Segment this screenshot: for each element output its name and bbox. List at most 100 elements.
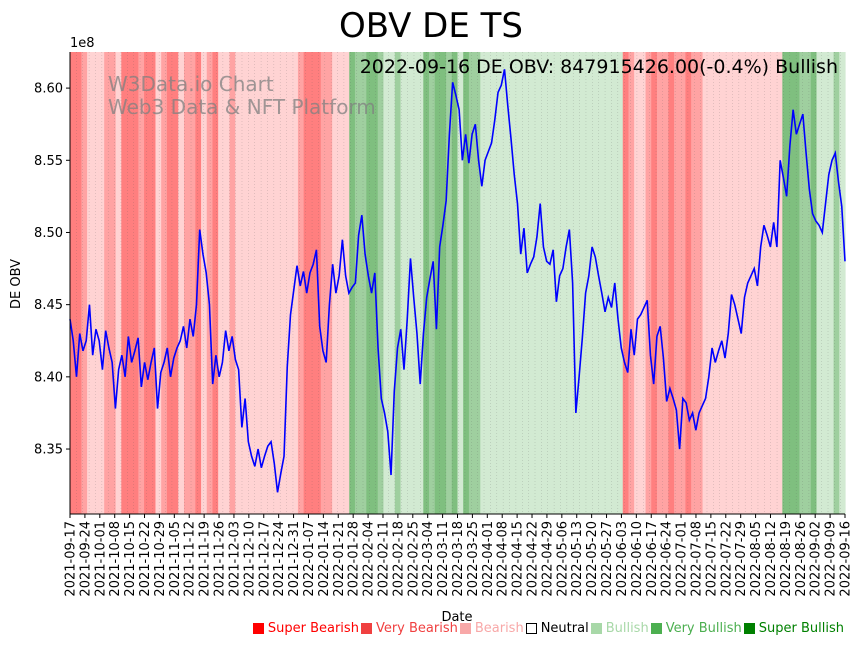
sentiment-band bbox=[645, 52, 652, 514]
sentiment-band bbox=[98, 52, 105, 514]
legend-swatch bbox=[743, 623, 755, 634]
sentiment-band bbox=[332, 52, 350, 514]
legend-label: Super Bearish bbox=[267, 621, 359, 636]
sentiment-band bbox=[320, 52, 333, 514]
x-tick-label: 2022-04-29 bbox=[540, 521, 555, 597]
x-tick-label: 2022-04-08 bbox=[496, 521, 511, 597]
sentiment-band bbox=[183, 52, 196, 514]
x-tick-label: 2022-05-20 bbox=[585, 521, 600, 597]
sentiment-band bbox=[161, 52, 168, 514]
x-tick-label: 2021-10-29 bbox=[153, 521, 168, 597]
x-tick-label: 2022-07-29 bbox=[734, 521, 749, 597]
x-tick-label: 2021-12-10 bbox=[242, 521, 257, 597]
y-tick-label: 8.40 bbox=[34, 370, 63, 385]
sentiment-band bbox=[366, 52, 379, 514]
sentiment-band bbox=[651, 52, 658, 514]
sentiment-band bbox=[525, 52, 624, 514]
sentiment-band bbox=[628, 52, 635, 514]
x-tick-label: 2021-11-26 bbox=[213, 521, 228, 597]
annotation-text: 2022-09-16 DE OBV: 847915426.00(-0.4%) B… bbox=[360, 56, 838, 78]
sentiment-band bbox=[799, 52, 812, 514]
obv-series-line bbox=[69, 69, 846, 493]
x-tick-label: 2022-07-08 bbox=[689, 521, 704, 597]
y-axis-label: DE OBV bbox=[9, 259, 24, 309]
sentiment-band bbox=[138, 52, 145, 514]
legend-item: Bearish bbox=[459, 621, 526, 636]
sentiment-band bbox=[622, 52, 630, 514]
sentiment-band bbox=[178, 52, 185, 514]
x-tick-label: 2021-11-12 bbox=[183, 521, 198, 597]
x-tick-label: 2021-10-08 bbox=[108, 521, 123, 597]
sentiment-band bbox=[411, 52, 424, 514]
y-tick-label: 8.55 bbox=[34, 154, 63, 169]
sentiment-band bbox=[377, 52, 385, 514]
x-tick-label: 2022-03-18 bbox=[451, 521, 466, 597]
sentiment-bands bbox=[70, 52, 846, 514]
sentiment-band bbox=[451, 52, 459, 514]
x-tick-label: 2021-10-01 bbox=[93, 521, 108, 597]
x-tick-label: 2022-03-11 bbox=[436, 521, 451, 597]
sentiment-band bbox=[349, 52, 356, 514]
sentiment-band bbox=[383, 52, 396, 514]
sentiment-band bbox=[668, 52, 675, 514]
legend-label: Bullish bbox=[605, 621, 649, 636]
x-tick-label: 2022-08-05 bbox=[749, 521, 764, 597]
x-tick-label: 2022-01-07 bbox=[302, 521, 317, 597]
x-tick-label: 2022-06-24 bbox=[660, 521, 675, 597]
legend-swatch bbox=[525, 623, 537, 634]
legend-item: Super Bullish bbox=[743, 621, 846, 636]
x-tick-label: 2022-08-26 bbox=[794, 521, 809, 597]
legend-swatch bbox=[650, 623, 662, 634]
x-tick-label: 2022-01-14 bbox=[317, 521, 332, 597]
x-tick-label: 2022-09-16 bbox=[839, 521, 854, 597]
sentiment-band bbox=[702, 52, 709, 514]
x-tick-label: 2021-11-05 bbox=[168, 521, 183, 597]
y-offset-label: 1e8 bbox=[70, 36, 95, 51]
sentiment-band bbox=[201, 52, 208, 514]
sentiment-band bbox=[468, 52, 481, 514]
legend-swatch bbox=[590, 623, 602, 634]
y-tick-label: 8.50 bbox=[34, 226, 63, 241]
x-tick-label: 2022-03-04 bbox=[421, 521, 436, 597]
sentiment-band bbox=[685, 52, 692, 514]
x-tick-label: 2021-10-15 bbox=[123, 521, 138, 597]
sentiment-band bbox=[782, 52, 801, 514]
sentiment-band bbox=[485, 52, 493, 514]
chart-title: OBV DE TS bbox=[339, 6, 523, 46]
sentiment-band bbox=[246, 52, 299, 514]
x-tick-label: 2022-06-03 bbox=[615, 521, 630, 597]
legend-item: Super Bearish bbox=[252, 621, 361, 636]
x-tick-label: 2022-04-15 bbox=[511, 521, 526, 597]
sentiment-band bbox=[144, 52, 157, 514]
sentiment-band bbox=[354, 52, 367, 514]
x-tick-label: 2022-04-22 bbox=[526, 521, 541, 597]
x-tick-label: 2022-06-10 bbox=[630, 521, 645, 597]
sentiment-band bbox=[121, 52, 139, 514]
sentiment-band bbox=[115, 52, 122, 514]
x-tick-label: 2022-08-19 bbox=[779, 521, 794, 597]
x-tick-label: 2021-09-17 bbox=[64, 521, 79, 597]
sentiment-band bbox=[423, 52, 430, 514]
sentiment-band bbox=[218, 52, 231, 514]
sentiment-band bbox=[656, 52, 669, 514]
x-tick-label: 2022-02-11 bbox=[376, 521, 391, 597]
sentiment-band bbox=[212, 52, 219, 514]
watermark: W3Data.io Chart Web3 Data & NFT Platform bbox=[108, 72, 376, 119]
legend-label: Bearish bbox=[474, 621, 524, 636]
legend-item: Very Bearish bbox=[360, 621, 460, 636]
x-tick-label: 2022-07-15 bbox=[704, 521, 719, 597]
sentiment-band bbox=[457, 52, 464, 514]
legend-label: Super Bullish bbox=[758, 621, 844, 636]
y-tick-label: 8.60 bbox=[34, 82, 63, 97]
sentiment-band bbox=[708, 52, 721, 514]
watermark-line-2: Web3 Data & NFT Platform bbox=[108, 95, 376, 119]
legend-label: Very Bullish bbox=[665, 621, 742, 636]
legend-item: Very Bullish bbox=[650, 621, 744, 636]
x-tick-label: 2022-08-12 bbox=[764, 521, 779, 597]
sentiment-band bbox=[206, 52, 214, 514]
sentiment-band bbox=[816, 52, 835, 514]
x-tick-label: 2021-10-22 bbox=[138, 521, 153, 597]
x-tick-label: 2022-02-04 bbox=[362, 521, 377, 597]
legend-swatch bbox=[252, 623, 264, 634]
